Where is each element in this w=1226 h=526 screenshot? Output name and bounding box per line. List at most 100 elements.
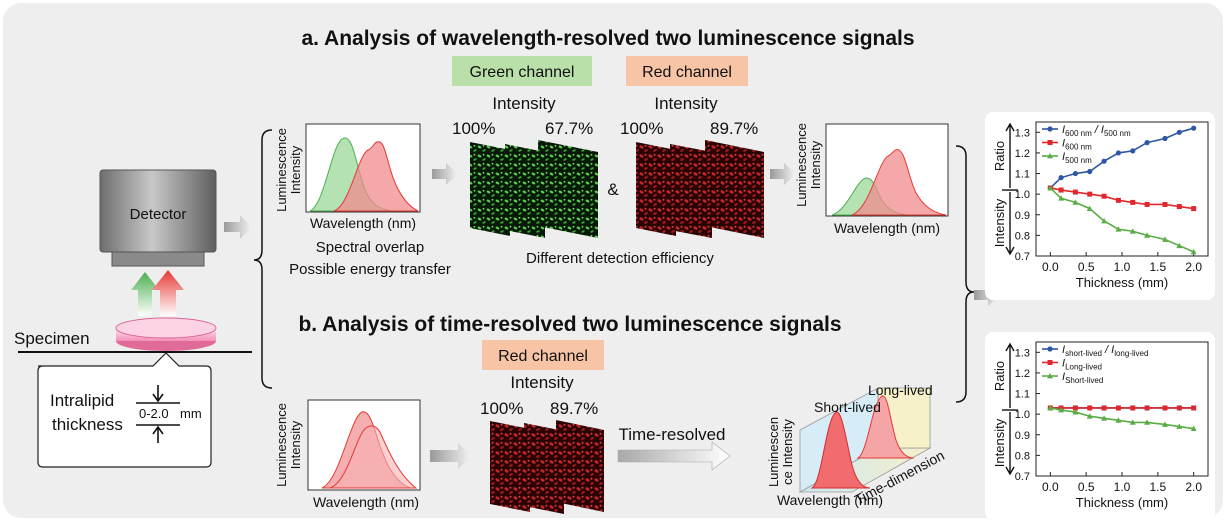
dish-top xyxy=(115,317,217,339)
data-point xyxy=(1176,405,1182,411)
spectrum-a-output: Luminescence Intensity Wavelength (nm) xyxy=(794,123,949,236)
setup-illustration: Detector Specimen Intralipid thickness 0… xyxy=(14,169,252,468)
detector-collar xyxy=(111,251,205,267)
legend-label-part: I xyxy=(1062,371,1065,383)
long-lived-label: Long-lived xyxy=(868,382,933,398)
green-channel-box xyxy=(452,56,592,86)
data-point xyxy=(1047,184,1054,191)
spectrum-a1-ylabel-2: Intensity xyxy=(288,145,303,194)
green-pct-start: 100% xyxy=(452,119,495,138)
x-axis-label: Thickness (mm) xyxy=(1076,275,1168,290)
legend-label-part: I xyxy=(1062,138,1065,150)
long-lived-peak xyxy=(856,395,915,459)
x-tick-label: 1.0 xyxy=(1114,480,1131,494)
plot3d-xlabel: Wavelength (nm) xyxy=(777,492,883,508)
detection-efficiency-label: Different detection efficiency xyxy=(526,250,714,267)
y-tick-label: 1.0 xyxy=(1015,189,1030,201)
chart-wavelength-resolved: 0.7 0.8 0.9 1.0 1.1 1.2 1.3 0.0 0.5 1.0 1.5 2.0 Thic… xyxy=(992,121,1209,290)
data-point xyxy=(1162,201,1168,207)
data-point xyxy=(1176,242,1183,249)
legend-marker xyxy=(1047,373,1053,379)
spectrum-a-input: Luminescence Intensity Wavelength (nm) xyxy=(274,123,421,231)
data-point xyxy=(1087,168,1093,175)
data-point xyxy=(1115,150,1122,156)
y-tick-label: 0.7 xyxy=(1015,251,1030,263)
red-pct-start-b: 100% xyxy=(480,399,523,418)
ratio-axis-arrow xyxy=(1005,342,1015,409)
panel-b-title: b. Analysis of time-resolved two lumines… xyxy=(298,313,841,336)
legend-label-2: IShort-lived xyxy=(1062,371,1103,385)
data-point xyxy=(1058,175,1064,181)
data-point xyxy=(1162,135,1168,142)
data-point xyxy=(1130,148,1136,154)
legend-label-part: 600 nm xyxy=(1065,143,1092,152)
y-tick-label: 1.3 xyxy=(1015,127,1030,139)
red-image-b3 xyxy=(556,420,604,512)
data-point xyxy=(1115,417,1122,423)
short-lived-label: Short-lived xyxy=(814,399,881,415)
data-point xyxy=(1058,407,1065,413)
red-image-stack-a xyxy=(636,140,764,238)
data-point xyxy=(1144,140,1150,146)
ratio-axis-arrow xyxy=(1005,122,1015,189)
legend-label-part: Long-lived xyxy=(1065,363,1102,372)
legend-marker xyxy=(1047,153,1053,159)
data-point xyxy=(1072,170,1079,177)
data-point xyxy=(1101,415,1108,421)
data-point xyxy=(1144,201,1150,207)
data-point xyxy=(1162,236,1168,242)
y-axis-label-intensity: Intensity xyxy=(992,198,1007,247)
y-tick-label: 0.9 xyxy=(1015,210,1030,222)
red-image-b1 xyxy=(490,421,530,512)
thickness-range: 0-2.0 xyxy=(139,406,169,421)
data-point xyxy=(1129,419,1136,425)
intensity-axis-arrow xyxy=(1005,192,1015,256)
data-point xyxy=(1162,405,1168,411)
short-lived-peak xyxy=(810,411,871,489)
red-pct-end-b: 89.7% xyxy=(550,399,598,418)
data-point xyxy=(1176,204,1182,210)
chart-time-resolved: 0.7 0.8 0.9 1.0 1.1 1.2 1.3 0.0 0.5 1.0 1.5 2.0 Thic… xyxy=(992,341,1209,510)
data-point xyxy=(1190,248,1197,255)
x-tick-label: 0.5 xyxy=(1078,260,1095,274)
data-point xyxy=(1101,158,1107,164)
data-point xyxy=(1101,405,1107,411)
legend-label-part: 600 nm xyxy=(1065,129,1092,138)
green-image-2 xyxy=(505,144,545,238)
green-pct-end: 67.7% xyxy=(545,119,593,138)
data-point xyxy=(1176,423,1183,429)
red-image-a1 xyxy=(636,142,676,236)
legend-label-part: long-lived xyxy=(1114,349,1148,358)
red-channel-box-b xyxy=(482,340,604,370)
setup-arrow xyxy=(224,215,252,239)
data-point xyxy=(1144,232,1151,238)
legend-label-part: I xyxy=(1062,124,1065,136)
spectrum-a2-ylabel-2: Intensity xyxy=(808,140,823,189)
legend-label-part: / I xyxy=(1092,124,1104,136)
red-image-a2 xyxy=(670,144,712,238)
data-point xyxy=(1101,193,1107,199)
green-channel-label: Green channel xyxy=(470,64,575,81)
data-point xyxy=(1191,125,1197,131)
data-point xyxy=(1130,199,1136,205)
red-image-a3 xyxy=(705,140,764,238)
thickness-arrow-down xyxy=(152,385,164,403)
y-tick-label: 1.1 xyxy=(1015,169,1030,181)
green-intensity-label: Intensity xyxy=(492,94,556,113)
data-point xyxy=(1058,187,1064,193)
y-tick-label: 1.0 xyxy=(1015,409,1030,421)
thickness-unit: mm xyxy=(180,406,202,421)
data-point xyxy=(1115,405,1121,411)
legend-label-part: I xyxy=(1062,358,1065,370)
y-tick-label: 1.2 xyxy=(1015,368,1030,380)
data-point xyxy=(1058,195,1065,201)
legend-label-part: Short-lived xyxy=(1065,376,1103,385)
data-point xyxy=(1191,206,1197,212)
legend-label-part: / I xyxy=(1102,344,1114,356)
panel-a-title: a. Analysis of wavelength-resolved two l… xyxy=(301,27,914,50)
y-tick-label: 1.1 xyxy=(1015,389,1030,401)
data-point xyxy=(1190,425,1197,431)
thickness-arrow-up xyxy=(152,425,164,443)
